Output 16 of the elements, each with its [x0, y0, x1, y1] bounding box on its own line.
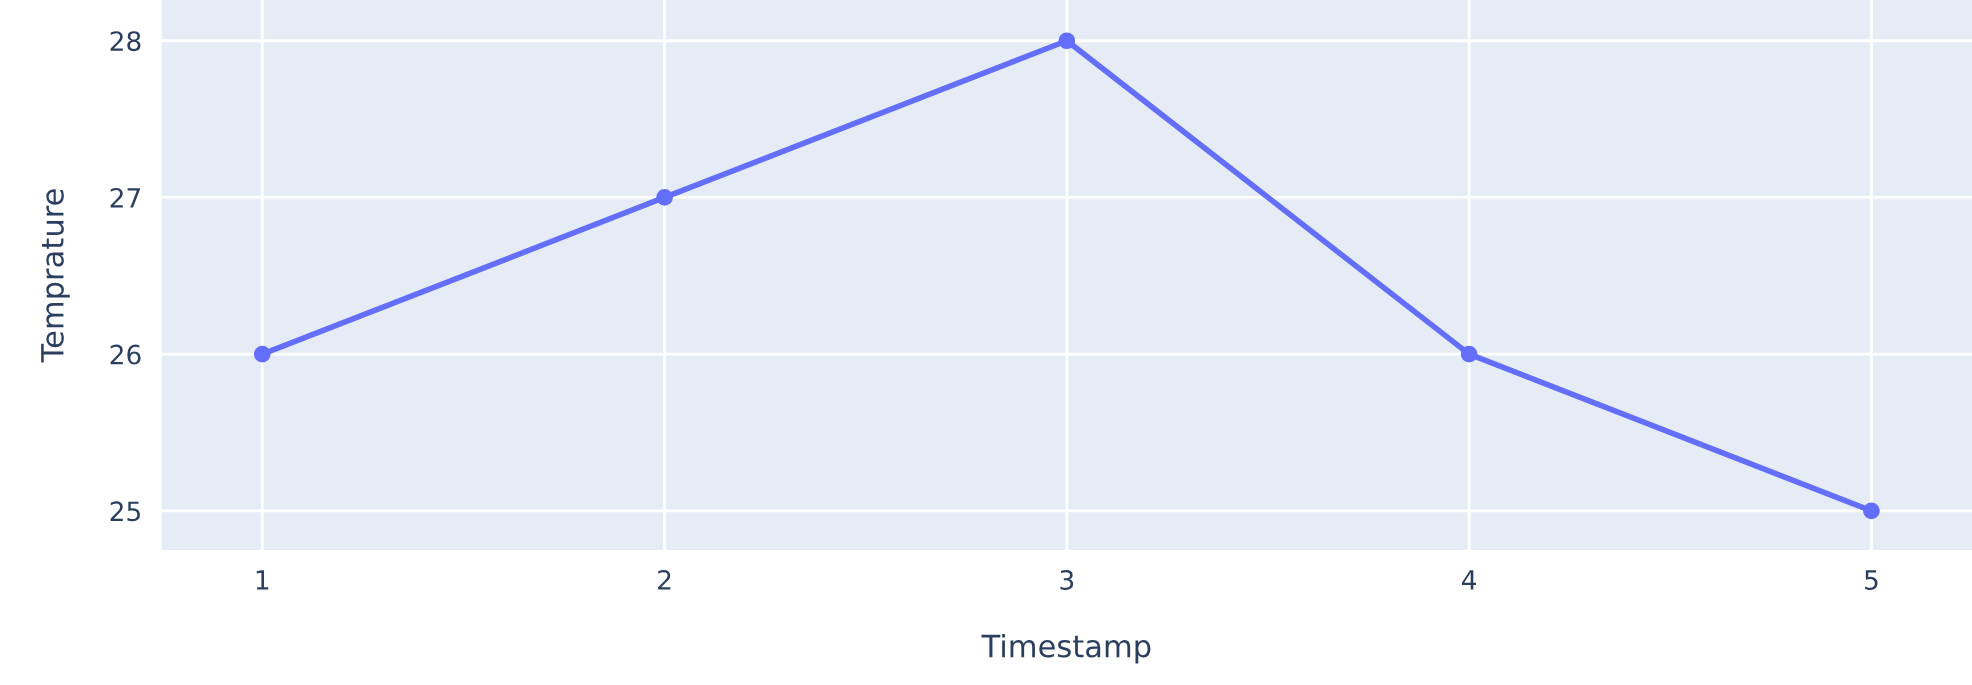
point	[1460, 345, 1478, 363]
x-tick-label: 3	[1060, 569, 1074, 590]
point	[1058, 32, 1076, 50]
y-tick-label: 28	[110, 31, 141, 52]
y-tick-label: 25	[110, 501, 140, 522]
x-tick-label: 2	[658, 569, 671, 590]
x-tick-label: 4	[1462, 570, 1477, 590]
x-axis-title: Timestamp	[981, 633, 1151, 664]
y-tick-label: 26	[110, 344, 141, 365]
point	[253, 345, 271, 363]
point	[656, 189, 673, 206]
x-tick-label: 1	[256, 570, 269, 590]
y-axis-title: Temprature	[41, 189, 70, 363]
x-tick-label: 5	[1865, 570, 1878, 590]
y-tick-label: 27	[110, 187, 140, 208]
point	[1863, 502, 1880, 520]
